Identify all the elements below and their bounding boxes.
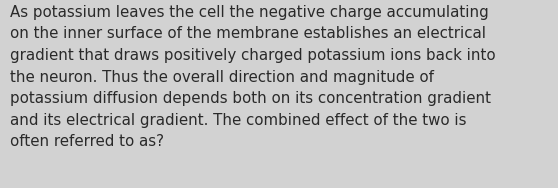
Text: As potassium leaves the cell the negative charge accumulating
on the inner surfa: As potassium leaves the cell the negativ…	[10, 5, 496, 149]
